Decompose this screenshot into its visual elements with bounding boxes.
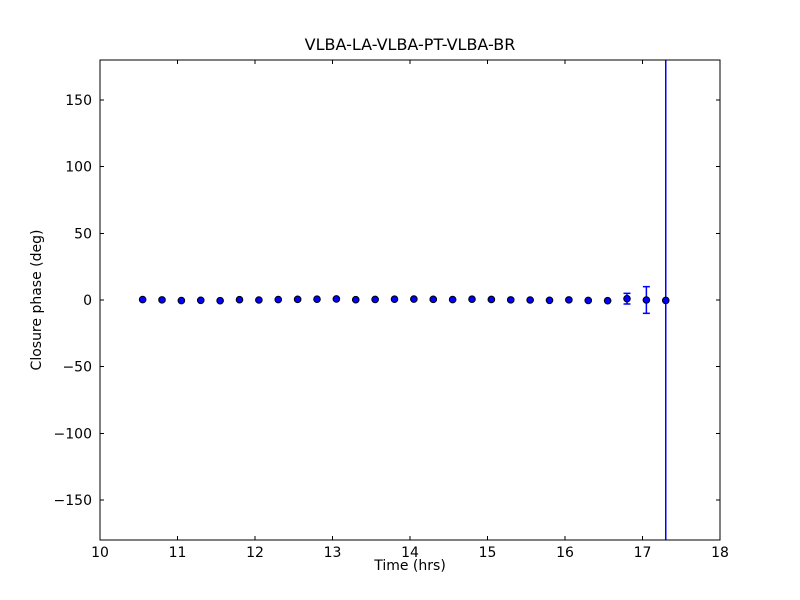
- chart-title: VLBA-LA-VLBA-PT-VLBA-BR: [304, 35, 516, 54]
- y-tick-label: −50: [62, 360, 92, 376]
- x-tick-label: 13: [324, 545, 342, 561]
- data-point: [274, 295, 283, 304]
- data-point: [390, 295, 399, 304]
- data-point: [545, 296, 554, 305]
- data-point: [235, 295, 244, 304]
- data-point: [158, 296, 166, 304]
- y-tick-label: 100: [65, 160, 92, 176]
- data-point: [255, 296, 263, 304]
- marker-group: [138, 294, 670, 305]
- x-tick-label: 18: [711, 545, 729, 561]
- y-tick-label: −100: [54, 426, 92, 442]
- tick-group: [99, 60, 721, 540]
- data-point: [293, 295, 302, 304]
- data-point: [313, 295, 321, 304]
- data-point: [468, 295, 476, 304]
- data-point: [410, 295, 418, 303]
- data-point: [371, 295, 379, 304]
- x-axis-label: Time (hrs): [374, 558, 446, 574]
- x-tick-label: 12: [246, 545, 264, 561]
- data-point: [506, 296, 515, 304]
- data-point: [196, 296, 205, 305]
- x-tick-label: 15: [479, 545, 497, 561]
- y-tick-label: −150: [54, 493, 92, 509]
- y-tick-label: 0: [83, 293, 92, 309]
- data-point: [565, 296, 573, 304]
- x-tick-label: 14: [401, 545, 419, 561]
- data-point: [429, 295, 438, 304]
- data-point: [138, 295, 147, 304]
- y-tick-label: 150: [65, 93, 92, 109]
- data-point: [661, 296, 670, 305]
- data-point: [177, 296, 186, 305]
- data-point: [351, 295, 360, 304]
- x-tick-label: 10: [91, 545, 109, 561]
- x-tick-label: 17: [634, 545, 652, 561]
- x-tick-label: 11: [169, 545, 187, 561]
- x-tick-label: 16: [556, 545, 574, 561]
- data-point: [332, 295, 341, 303]
- data-point: [526, 296, 534, 304]
- data-point: [448, 295, 457, 304]
- data-point: [487, 295, 496, 304]
- data-point: [216, 296, 224, 305]
- y-tick-label: 50: [74, 226, 92, 242]
- data-point: [623, 294, 631, 303]
- data-point: [584, 296, 593, 305]
- data-point: [642, 296, 651, 304]
- data-point: [603, 296, 612, 305]
- tick-label-group: 10 11 12 13 14 15 16 17 18 −150 −100 −50 0 50 100 150: [54, 93, 729, 561]
